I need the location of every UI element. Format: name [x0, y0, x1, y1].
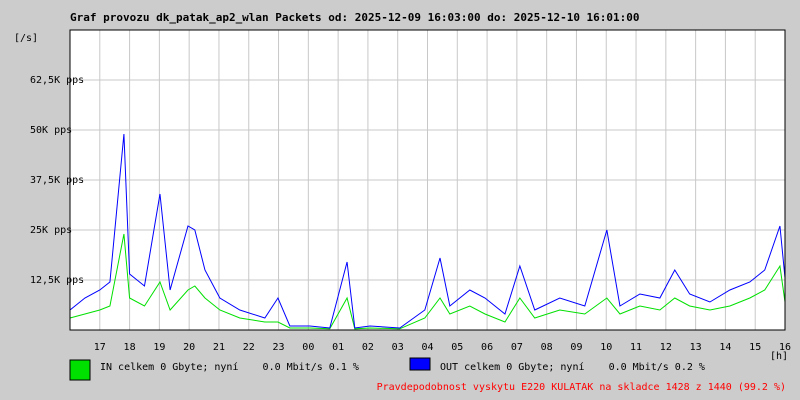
- x-tick-label: 08: [541, 342, 553, 353]
- legend-label: IN celkem 0 Gbyte; nyní 0.0 Mbit/s 0.1 %: [100, 361, 359, 373]
- x-tick-label: 19: [153, 342, 165, 353]
- x-tick-label: 12: [660, 342, 672, 353]
- x-tick-label: 06: [481, 342, 493, 353]
- x-tick-label: 15: [749, 342, 761, 353]
- x-tick-label: 14: [719, 342, 731, 353]
- y-tick-label: 50K pps: [30, 125, 72, 136]
- legend-swatch: [409, 357, 431, 371]
- x-tick-label: 04: [421, 342, 433, 353]
- x-tick-label: 13: [690, 342, 702, 353]
- y-tick-label: 12,5K pps: [30, 275, 84, 286]
- x-tick-label: 23: [273, 342, 285, 353]
- x-tick-label: 17: [94, 342, 106, 353]
- y-tick-label: 25K pps: [30, 225, 72, 236]
- x-tick-label: 01: [332, 342, 344, 353]
- legend-swatch: [69, 359, 91, 381]
- x-tick-label: 20: [183, 342, 195, 353]
- x-tick-label: 21: [213, 342, 225, 353]
- series-line: [69, 233, 786, 330]
- x-tick-label: 16: [779, 342, 791, 353]
- x-tick-label: 03: [392, 342, 404, 353]
- x-tick-label: 05: [451, 342, 463, 353]
- y-tick-label: 62,5K pps: [30, 75, 84, 86]
- x-tick-label: 07: [511, 342, 523, 353]
- y-tick-label: 37,5K pps: [30, 175, 84, 186]
- plot-border: [69, 29, 786, 331]
- y-unit-label: [/s]: [14, 33, 38, 44]
- x-tick-label: 02: [362, 342, 374, 353]
- x-tick-label: 11: [630, 342, 642, 353]
- chart-title: Graf provozu dk_patak_ap2_wlan Packets o…: [70, 11, 640, 24]
- series-line: [69, 133, 786, 329]
- legend-label: OUT celkem 0 Gbyte; nyní 0.0 Mbit/s 0.2 …: [440, 361, 705, 373]
- x-unit-label: [h]: [770, 351, 788, 362]
- x-tick-label: 18: [124, 342, 136, 353]
- x-tick-label: 10: [600, 342, 612, 353]
- x-tick-label: 09: [570, 342, 582, 353]
- footer: Pravdepodobnost vyskytu E220 KULATAK na …: [377, 382, 786, 393]
- x-tick-label: 00: [302, 342, 314, 353]
- x-tick-label: 22: [243, 342, 255, 353]
